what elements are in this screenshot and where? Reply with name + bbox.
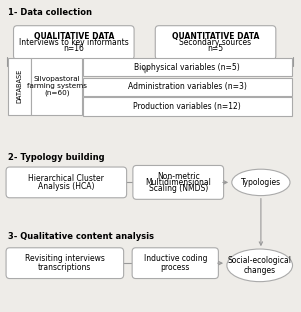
- FancyBboxPatch shape: [14, 26, 134, 60]
- FancyBboxPatch shape: [8, 57, 31, 115]
- Text: Analysis (HCA): Analysis (HCA): [38, 182, 95, 191]
- Text: Social-ecological
changes: Social-ecological changes: [228, 256, 292, 275]
- Text: Revisiting interviews: Revisiting interviews: [25, 255, 105, 263]
- FancyBboxPatch shape: [155, 26, 276, 60]
- Text: 3- Qualitative content analysis: 3- Qualitative content analysis: [8, 232, 154, 241]
- Text: Secondary sources: Secondary sources: [179, 38, 252, 47]
- Text: Production variables (n=12): Production variables (n=12): [133, 102, 241, 111]
- FancyBboxPatch shape: [133, 165, 224, 199]
- Text: Biophysical variables (n=5): Biophysical variables (n=5): [135, 63, 240, 72]
- Ellipse shape: [232, 169, 290, 196]
- Text: Inductive coding: Inductive coding: [144, 255, 207, 263]
- Text: QUANTITATIVE DATA: QUANTITATIVE DATA: [172, 32, 259, 41]
- Text: Administration variables (n=3): Administration variables (n=3): [128, 82, 247, 91]
- FancyBboxPatch shape: [6, 167, 127, 198]
- Text: process: process: [160, 263, 190, 272]
- Text: Non-metric: Non-metric: [157, 172, 200, 181]
- FancyBboxPatch shape: [83, 78, 292, 96]
- FancyBboxPatch shape: [83, 58, 292, 76]
- Ellipse shape: [227, 249, 293, 282]
- Text: Interviews to key informants: Interviews to key informants: [19, 38, 129, 47]
- Text: n=16: n=16: [64, 45, 84, 53]
- Text: 2- Typology building: 2- Typology building: [8, 153, 105, 162]
- Text: Silvopastoral
farming systems
(n=60): Silvopastoral farming systems (n=60): [27, 76, 87, 96]
- Text: Typologies: Typologies: [241, 178, 281, 187]
- Text: Hierarchical Cluster: Hierarchical Cluster: [28, 174, 104, 183]
- FancyBboxPatch shape: [31, 57, 82, 115]
- Text: DATABASE: DATABASE: [16, 69, 22, 103]
- FancyBboxPatch shape: [83, 97, 292, 116]
- Text: Multidimensional: Multidimensional: [145, 178, 211, 187]
- FancyBboxPatch shape: [132, 248, 219, 279]
- Text: QUALITATIVE DATA: QUALITATIVE DATA: [34, 32, 114, 41]
- Text: n=5: n=5: [207, 45, 224, 53]
- Text: Scaling (NMDS): Scaling (NMDS): [149, 184, 208, 193]
- Text: transcriptions: transcriptions: [38, 263, 92, 272]
- Text: 1- Data collection: 1- Data collection: [8, 7, 92, 17]
- FancyBboxPatch shape: [6, 248, 124, 279]
